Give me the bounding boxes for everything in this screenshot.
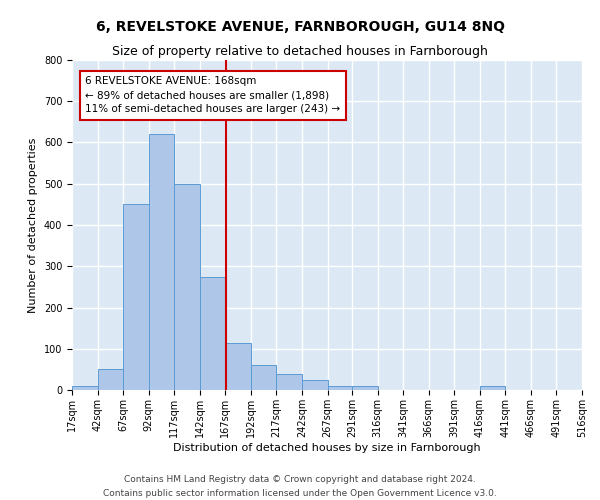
Bar [480,386,505,390]
Bar [251,365,277,390]
Bar [226,342,251,390]
Text: 6 REVELSTOKE AVENUE: 168sqm
← 89% of detached houses are smaller (1,898)
11% of : 6 REVELSTOKE AVENUE: 168sqm ← 89% of det… [85,76,340,114]
Bar [200,276,226,390]
Y-axis label: Number of detached properties: Number of detached properties [28,138,38,312]
X-axis label: Distribution of detached houses by size in Farnborough: Distribution of detached houses by size … [173,442,481,452]
Bar [328,386,352,390]
Text: Size of property relative to detached houses in Farnborough: Size of property relative to detached ho… [112,45,488,58]
Text: 6, REVELSTOKE AVENUE, FARNBOROUGH, GU14 8NQ: 6, REVELSTOKE AVENUE, FARNBOROUGH, GU14 … [95,20,505,34]
Bar [352,386,377,390]
Bar [174,184,200,390]
Bar [98,370,123,390]
Bar [123,204,149,390]
Bar [277,374,302,390]
Bar [149,134,174,390]
Bar [302,380,328,390]
Bar [72,386,98,390]
Text: Contains HM Land Registry data © Crown copyright and database right 2024.
Contai: Contains HM Land Registry data © Crown c… [103,476,497,498]
